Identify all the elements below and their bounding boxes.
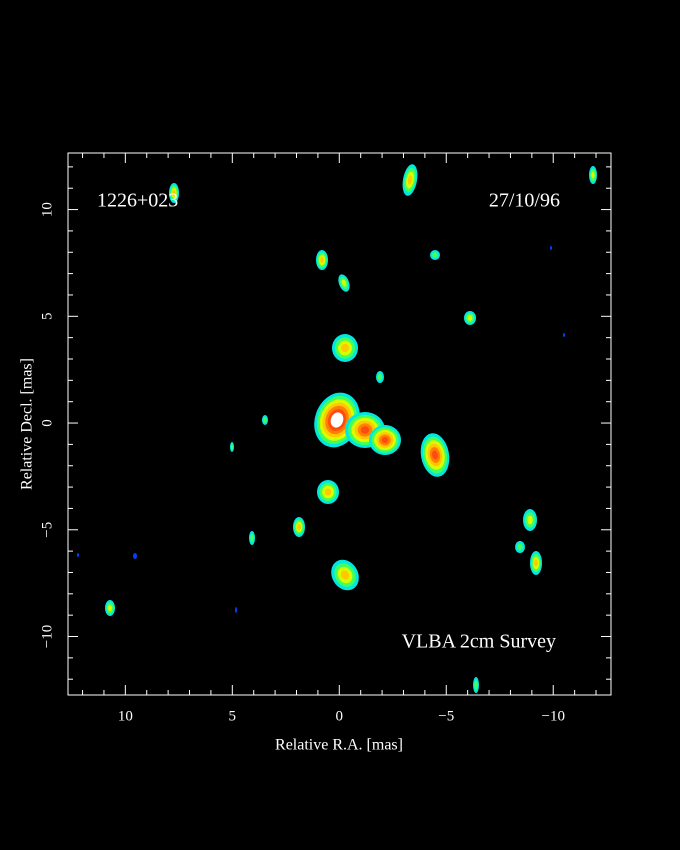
radio-image [77, 164, 597, 693]
emission-contour [235, 607, 237, 613]
x-tick-label: −10 [541, 708, 564, 724]
emission-contour [108, 604, 112, 612]
emission-contour [517, 543, 523, 551]
emission-contour [381, 436, 389, 444]
emission-contour [263, 417, 267, 423]
emission-contour [77, 553, 79, 557]
emission-contour [591, 171, 595, 179]
emission-contour [432, 450, 438, 460]
x-tick-label: 0 [336, 708, 344, 724]
epoch: 27/10/96 [489, 190, 560, 212]
emission-contour [341, 279, 347, 287]
emission-contour [467, 315, 473, 321]
emission-contour [320, 256, 324, 264]
emission-contour [133, 553, 137, 559]
source-name: 1226+023 [97, 190, 178, 212]
y-tick-label: −10 [39, 625, 55, 648]
survey-label: VLBA 2cm Survey [402, 631, 556, 653]
emission-contour [432, 252, 438, 258]
emission-contour [563, 333, 565, 337]
x-tick-label: 10 [118, 708, 133, 724]
x-tick-label: 5 [229, 708, 237, 724]
emission-contour [230, 444, 234, 450]
emission-contour [333, 415, 341, 425]
emission-contour [474, 680, 478, 690]
emission-contour [534, 559, 538, 567]
emission-contour [250, 534, 254, 542]
emission-contour [297, 523, 301, 531]
emission-contour [340, 570, 350, 580]
emission-contour [550, 246, 552, 250]
x-tick-label: −5 [438, 708, 454, 724]
y-tick-label: −5 [39, 522, 55, 538]
x-axis-label: Relative R.A. [mas] [275, 737, 403, 754]
y-axis-label: Relative Decl. [mas] [19, 358, 36, 490]
y-tick-label: 0 [39, 419, 55, 427]
emission-contour [360, 426, 370, 434]
emission-contour [324, 488, 332, 496]
emission-contour [407, 175, 413, 185]
y-tick-label: 10 [39, 202, 55, 217]
emission-contour [377, 373, 383, 381]
emission-contour [527, 515, 533, 525]
y-tick-label: 5 [39, 313, 55, 321]
emission-contour [341, 343, 349, 353]
emission-contour [172, 189, 176, 197]
